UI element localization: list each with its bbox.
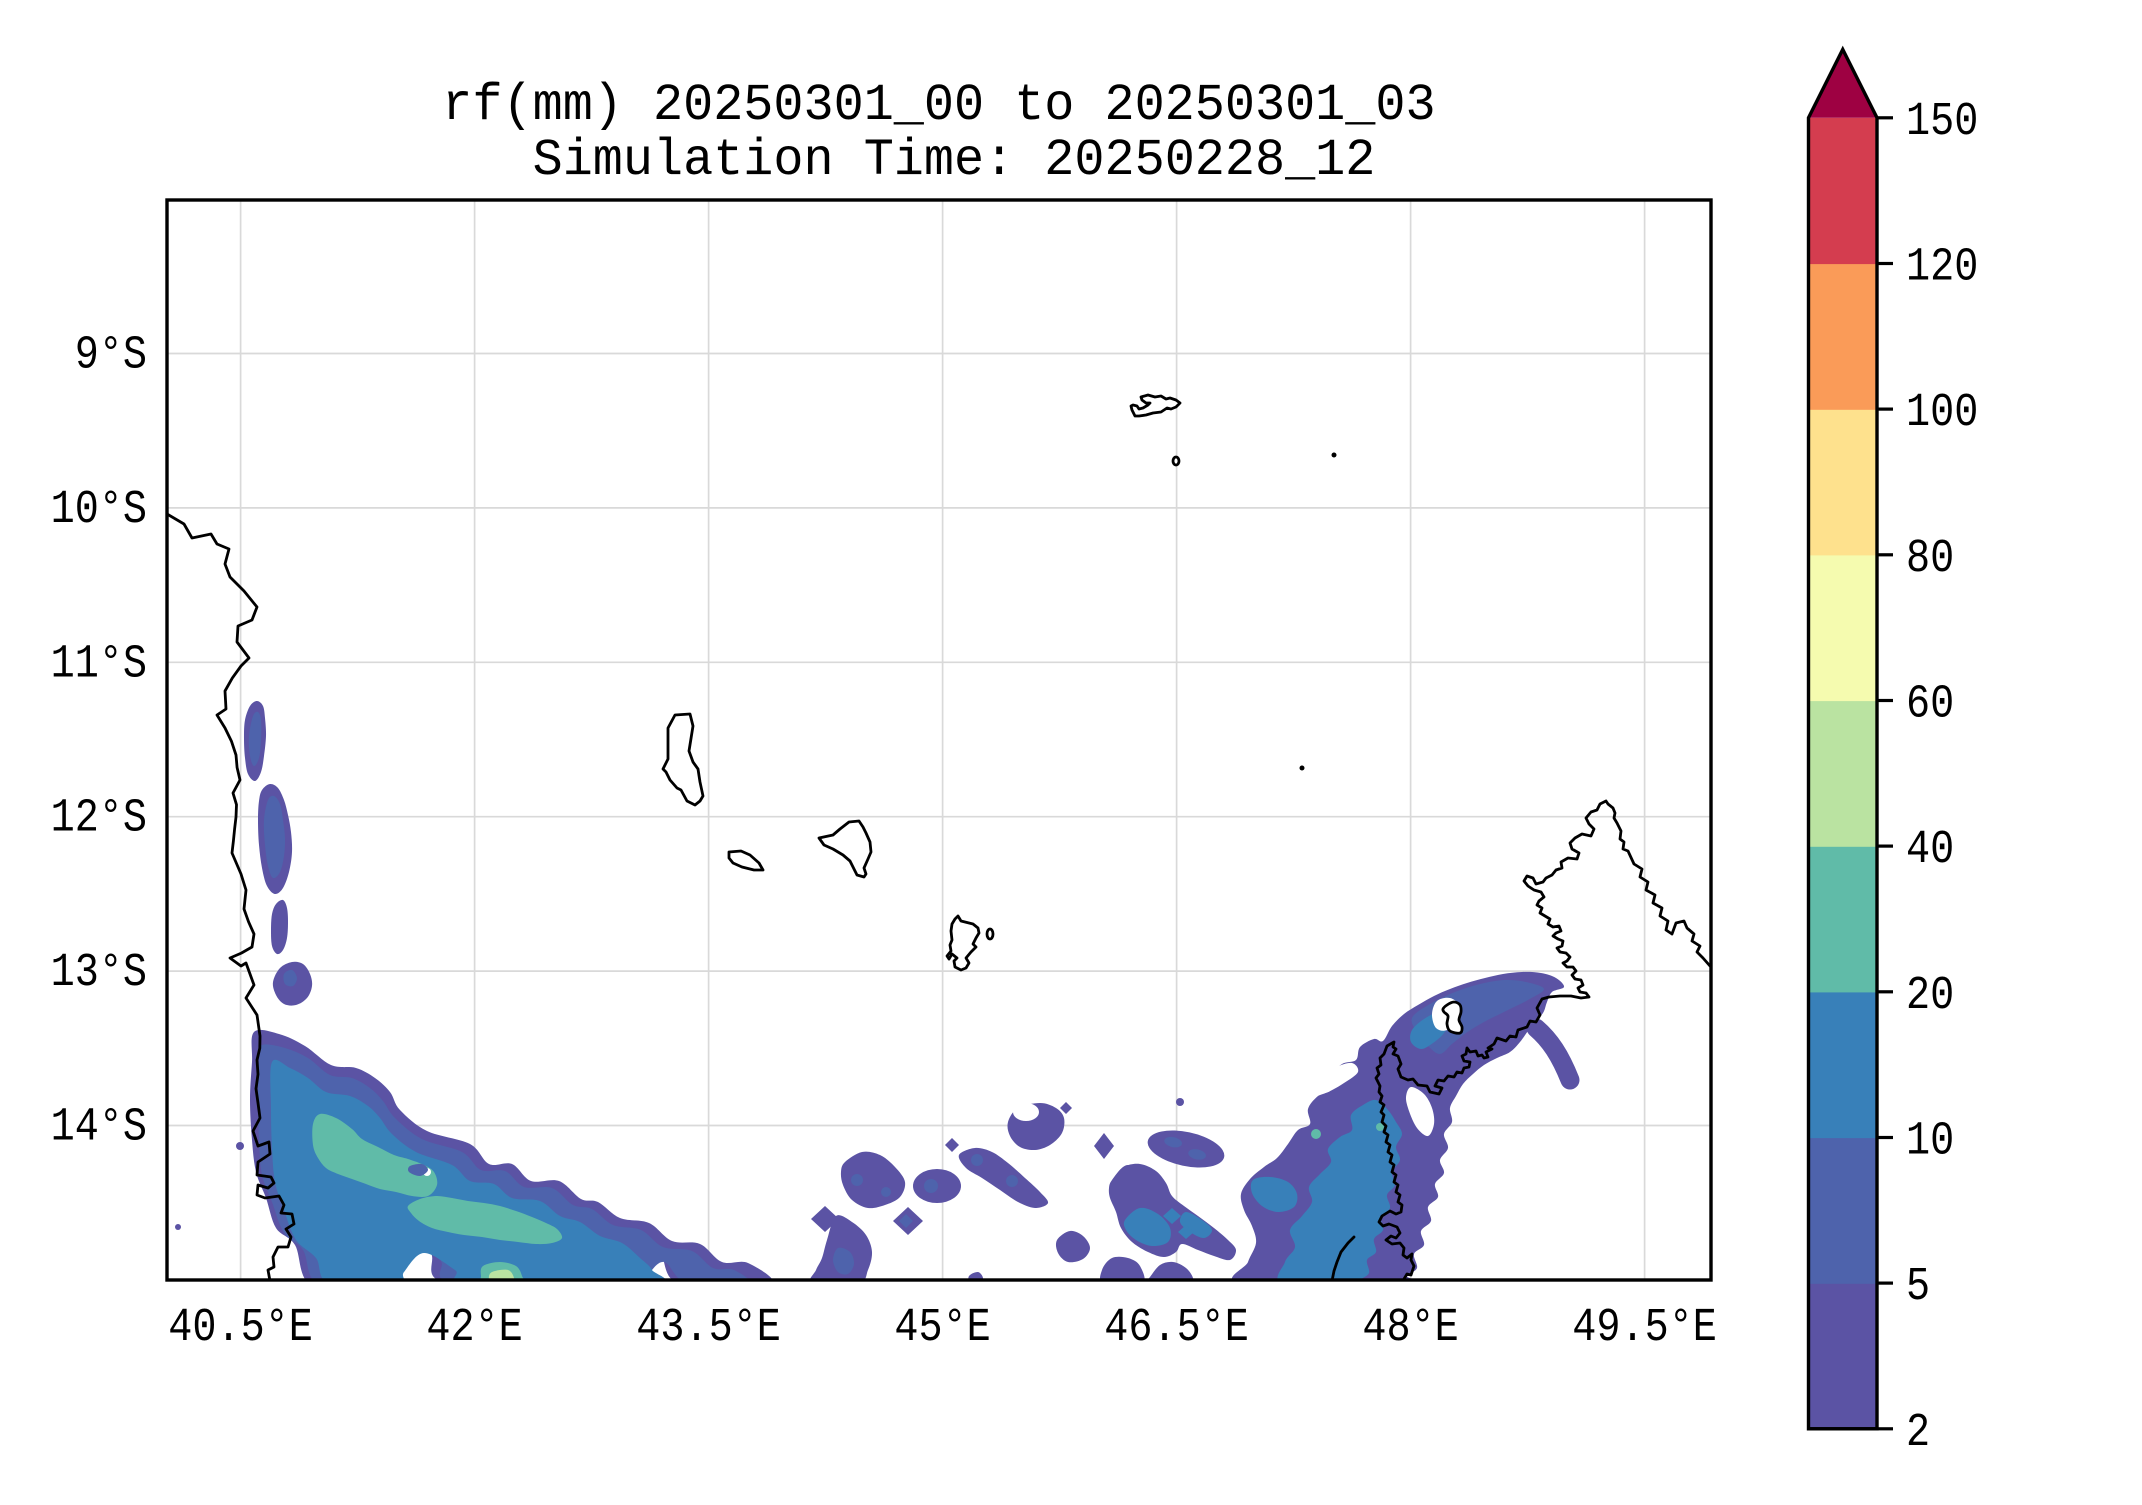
- svg-text:48°E: 48°E: [1362, 1302, 1458, 1355]
- svg-text:12°S: 12°S: [51, 793, 147, 846]
- svg-text:10: 10: [1906, 1116, 1954, 1169]
- svg-text:5: 5: [1906, 1261, 1930, 1314]
- svg-text:9°S: 9°S: [75, 330, 147, 383]
- svg-text:46.5°E: 46.5°E: [1104, 1302, 1249, 1355]
- svg-text:40: 40: [1906, 824, 1954, 877]
- svg-text:80: 80: [1906, 533, 1954, 586]
- svg-text:13°S: 13°S: [51, 947, 147, 1000]
- svg-text:60: 60: [1906, 679, 1954, 732]
- svg-text:150: 150: [1906, 96, 1978, 149]
- svg-text:45°E: 45°E: [894, 1302, 990, 1355]
- svg-text:Simulation Time: 20250228_12: Simulation Time: 20250228_12: [533, 131, 1376, 190]
- svg-text:11°S: 11°S: [51, 638, 147, 691]
- svg-text:14°S: 14°S: [51, 1102, 147, 1155]
- svg-text:2: 2: [1906, 1407, 1930, 1460]
- svg-text:rf(mm) 20250301_00 to 20250301: rf(mm) 20250301_00 to 20250301_03: [442, 76, 1435, 135]
- svg-text:20: 20: [1906, 970, 1954, 1023]
- svg-text:43.5°E: 43.5°E: [636, 1302, 781, 1355]
- svg-text:49.5°E: 49.5°E: [1572, 1302, 1717, 1355]
- svg-text:100: 100: [1906, 387, 1978, 440]
- svg-text:40.5°E: 40.5°E: [168, 1302, 313, 1355]
- svg-text:10°S: 10°S: [51, 484, 147, 537]
- svg-text:120: 120: [1906, 242, 1978, 295]
- svg-text:42°E: 42°E: [426, 1302, 522, 1355]
